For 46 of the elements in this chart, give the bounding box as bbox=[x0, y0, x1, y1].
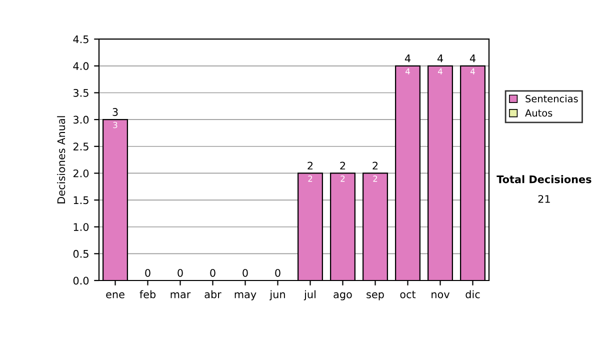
y-tick-label: 3.5 bbox=[74, 88, 88, 97]
y-tick-label: 0.0 bbox=[73, 276, 89, 285]
total-label: 2 bbox=[372, 162, 378, 170]
x-tick-label: jun bbox=[270, 290, 285, 300]
data-label: 4 bbox=[438, 68, 442, 74]
y-axis-title: Decisiones Anual bbox=[57, 116, 66, 204]
y-tick-label: 4.0 bbox=[73, 62, 89, 70]
x-tick-label: dic bbox=[466, 290, 480, 298]
y-tick-label: 2.0 bbox=[73, 169, 89, 178]
x-tick-label: oct bbox=[400, 290, 416, 298]
y-tick-label: 0.5 bbox=[73, 250, 88, 258]
total-label: 0 bbox=[275, 268, 280, 277]
x-tick-label: mar bbox=[170, 292, 191, 298]
data-label: 4 bbox=[470, 68, 475, 74]
total-label: 0 bbox=[178, 268, 183, 277]
y-tick-label: 1.5 bbox=[74, 196, 88, 204]
x-tick-label: may bbox=[234, 292, 256, 300]
data-label: 2 bbox=[340, 176, 345, 182]
x-tick-label: ago bbox=[334, 292, 352, 300]
text: 21 bbox=[538, 195, 550, 203]
data-label: 4 bbox=[406, 68, 410, 74]
total-label: 4 bbox=[470, 54, 476, 62]
x-tick-label: nov bbox=[432, 292, 450, 298]
x-tick-label: jul bbox=[304, 290, 316, 300]
legend-label: Sentencias bbox=[526, 94, 578, 102]
total-label: 3 bbox=[112, 108, 118, 116]
total-label: 4 bbox=[404, 54, 410, 62]
x-tick-label: abr bbox=[204, 290, 222, 298]
y-tick-label: 1.0 bbox=[74, 223, 89, 231]
data-label: 2 bbox=[373, 176, 378, 182]
x-tick-label: feb bbox=[140, 290, 156, 298]
total-label: 0 bbox=[242, 268, 248, 277]
total-label: 0 bbox=[145, 268, 150, 277]
x-tick-label: ene bbox=[106, 292, 124, 298]
text: Total Decisiones bbox=[496, 175, 592, 184]
total-label: 4 bbox=[437, 54, 443, 62]
data-label: 3 bbox=[113, 122, 118, 128]
data-label: 2 bbox=[308, 176, 312, 182]
x-tick-label: sep bbox=[366, 292, 384, 300]
y-tick-label: 2.5 bbox=[73, 142, 88, 150]
y-tick-label: 3.0 bbox=[74, 116, 89, 124]
total-label: 2 bbox=[308, 162, 313, 170]
y-tick-label: 4.5 bbox=[73, 35, 88, 44]
total-label: 0 bbox=[210, 268, 216, 277]
legend-label: Autos bbox=[525, 109, 552, 117]
total-label: 2 bbox=[340, 162, 346, 170]
